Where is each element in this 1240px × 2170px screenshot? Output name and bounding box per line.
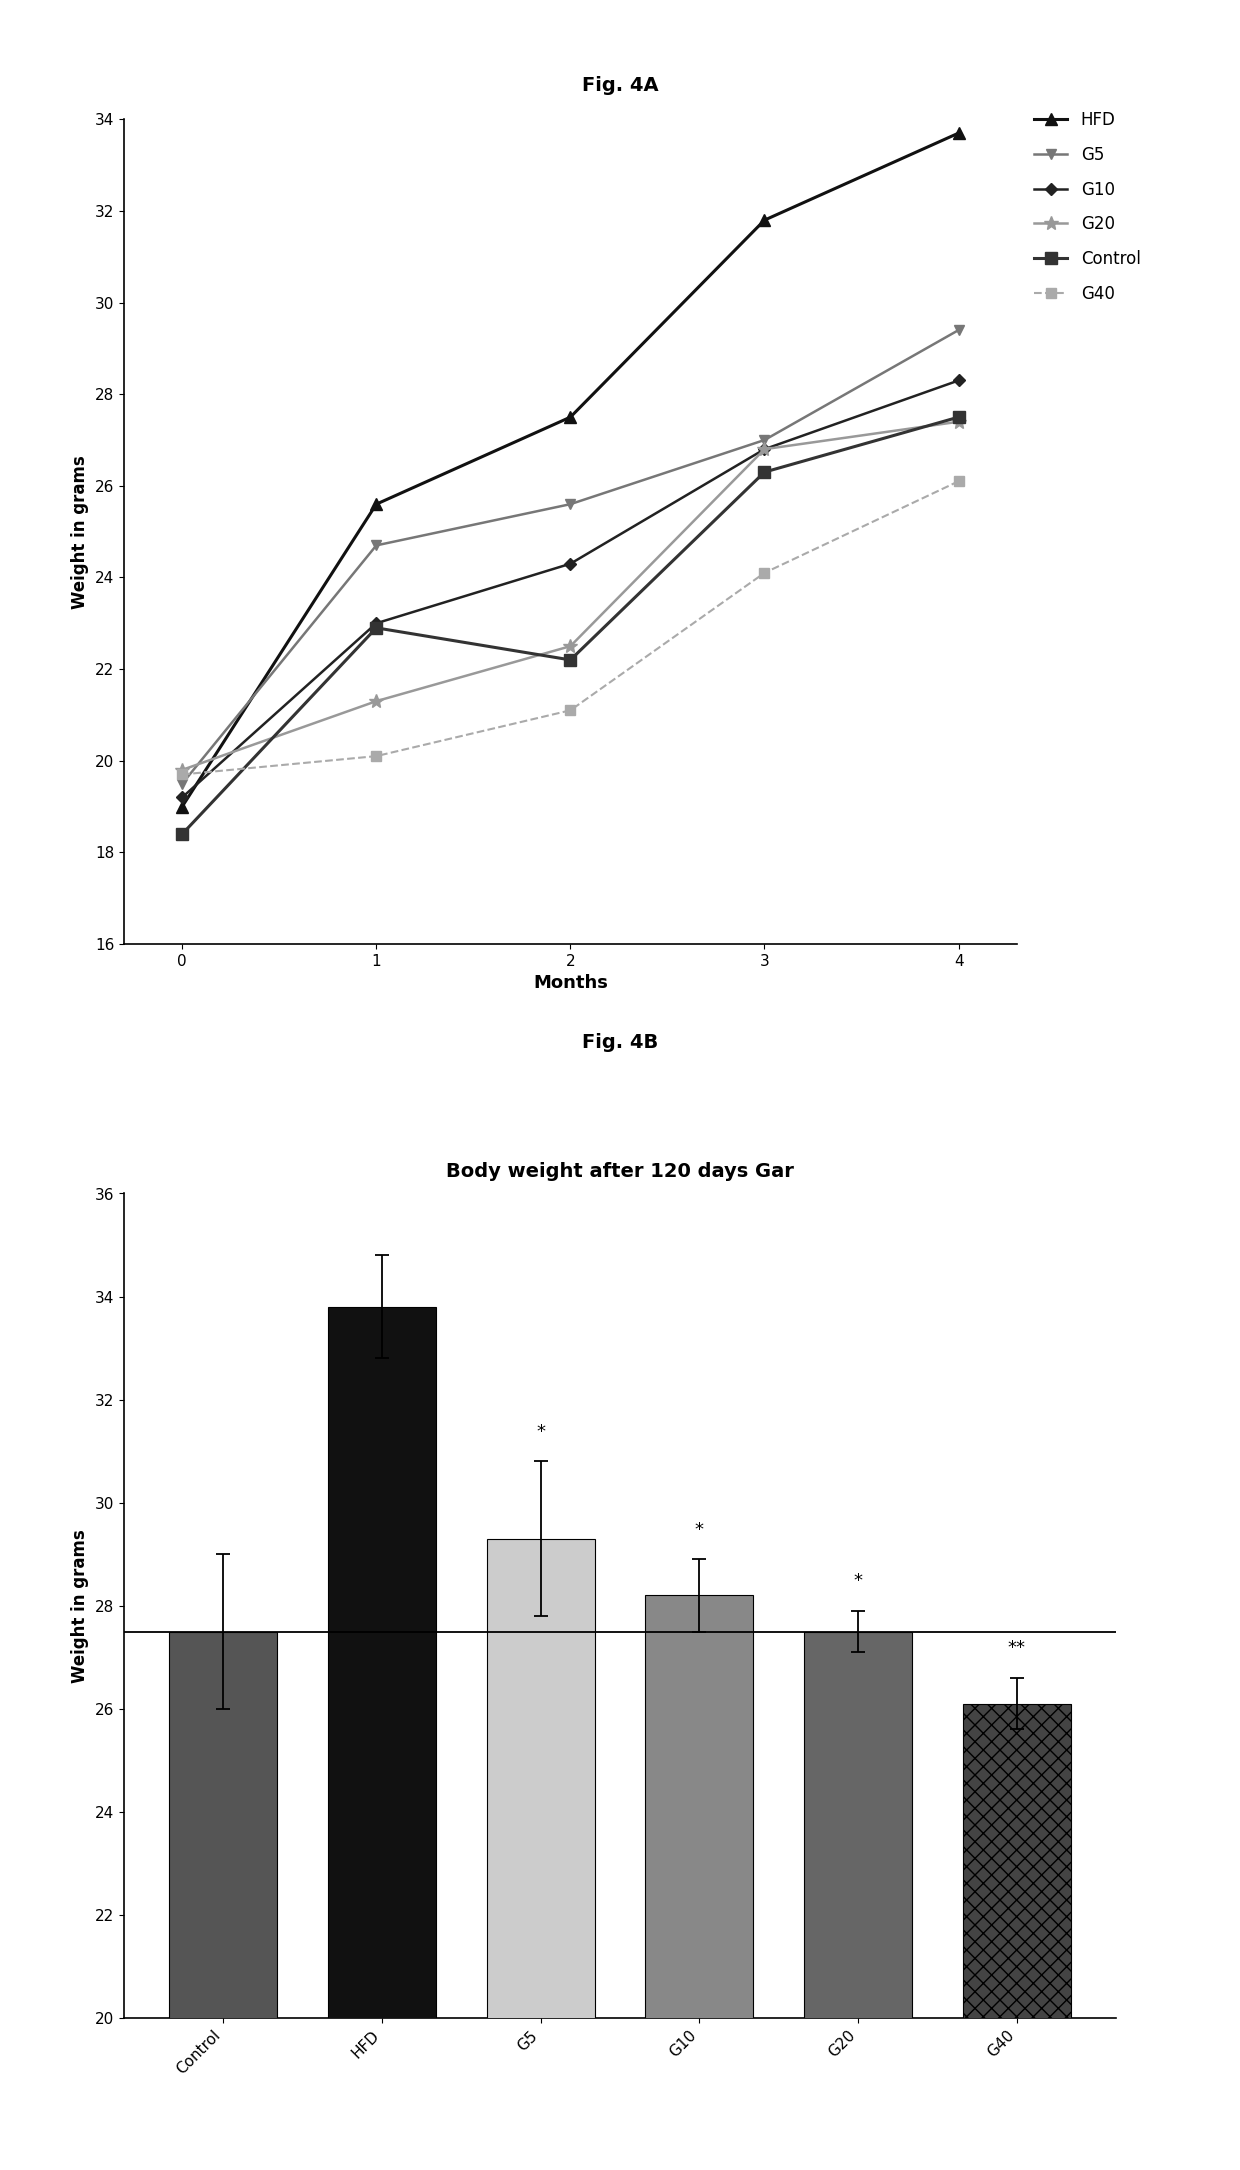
Line: G5: G5 xyxy=(177,326,963,788)
G20 xyxy=(563,634,578,660)
Bar xyxy=(963,1703,1071,2170)
G20 xyxy=(758,436,773,462)
G5 xyxy=(368,532,383,558)
G10 xyxy=(368,610,383,636)
Bar xyxy=(645,1595,754,2170)
G20 xyxy=(951,408,966,434)
Text: Fig. 4B: Fig. 4B xyxy=(582,1033,658,1052)
Control xyxy=(951,404,966,430)
Bar xyxy=(486,1539,595,2170)
Y-axis label: Weight in grams: Weight in grams xyxy=(71,1530,89,1682)
G20 xyxy=(175,757,190,783)
Text: *: * xyxy=(536,1424,546,1441)
Line: HFD: HFD xyxy=(176,128,965,812)
Text: **: ** xyxy=(1008,1638,1025,1658)
Line: Control: Control xyxy=(176,412,965,840)
Legend: HFD, G5, G10, G20, Control, G40: HFD, G5, G10, G20, Control, G40 xyxy=(1034,111,1141,302)
Bar xyxy=(169,1632,277,2170)
Bar xyxy=(327,1306,435,2170)
Text: *: * xyxy=(853,1573,863,1591)
G10 xyxy=(758,436,773,462)
Y-axis label: Weight in grams: Weight in grams xyxy=(72,456,89,608)
G10 xyxy=(951,367,966,393)
Line: G40: G40 xyxy=(177,477,963,779)
G5 xyxy=(175,770,190,796)
Control xyxy=(368,614,383,640)
G10 xyxy=(175,783,190,809)
G40 xyxy=(951,469,966,495)
G5 xyxy=(951,317,966,343)
G40 xyxy=(368,742,383,768)
G20 xyxy=(368,688,383,714)
Line: G20: G20 xyxy=(175,414,966,777)
Title: Body weight after 120 days Gar: Body weight after 120 days Gar xyxy=(446,1161,794,1180)
G10 xyxy=(563,551,578,577)
Control xyxy=(563,647,578,673)
HFD xyxy=(951,119,966,145)
HFD xyxy=(758,206,773,232)
G40 xyxy=(563,697,578,723)
Bar xyxy=(805,1632,913,2170)
HFD xyxy=(368,490,383,516)
HFD xyxy=(175,794,190,820)
Text: *: * xyxy=(694,1521,704,1539)
Text: Fig. 4A: Fig. 4A xyxy=(582,76,658,95)
Control xyxy=(758,460,773,486)
G40 xyxy=(758,560,773,586)
HFD xyxy=(563,404,578,430)
G5 xyxy=(563,490,578,516)
G5 xyxy=(758,427,773,454)
X-axis label: Months: Months xyxy=(533,974,608,992)
G40 xyxy=(175,762,190,788)
Control xyxy=(175,820,190,846)
Line: G10: G10 xyxy=(179,375,962,801)
